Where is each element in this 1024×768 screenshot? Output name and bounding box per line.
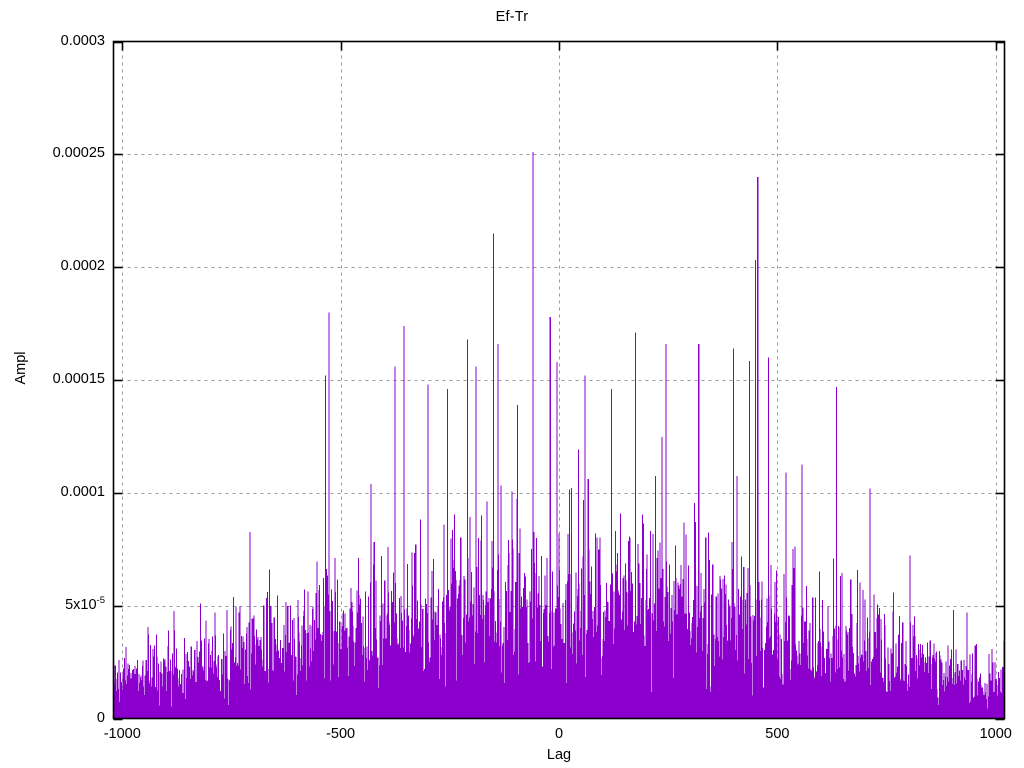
x-tick-label: -500 <box>326 726 356 742</box>
x-tick-label: 0 <box>554 726 564 742</box>
plot-border <box>112 40 1006 720</box>
y-tick-label: 0.0003 <box>60 32 105 49</box>
y-tick-label: 0.0001 <box>60 483 105 500</box>
y-tick-label: 5x10-5 <box>65 594 105 613</box>
y-tick-label: 0.00015 <box>52 371 105 387</box>
x-axis-label: Lag <box>546 747 572 763</box>
page-title: Ef-Tr <box>495 9 529 25</box>
x-tick-label: -1000 <box>103 726 141 742</box>
y-tick-label: 0.00025 <box>52 145 105 162</box>
y-tick-label: 0.0002 <box>60 258 105 275</box>
y-tick-label: 0 <box>96 709 105 726</box>
x-tick-label: 500 <box>765 726 790 742</box>
x-tick-label: 1000 <box>979 726 1012 742</box>
